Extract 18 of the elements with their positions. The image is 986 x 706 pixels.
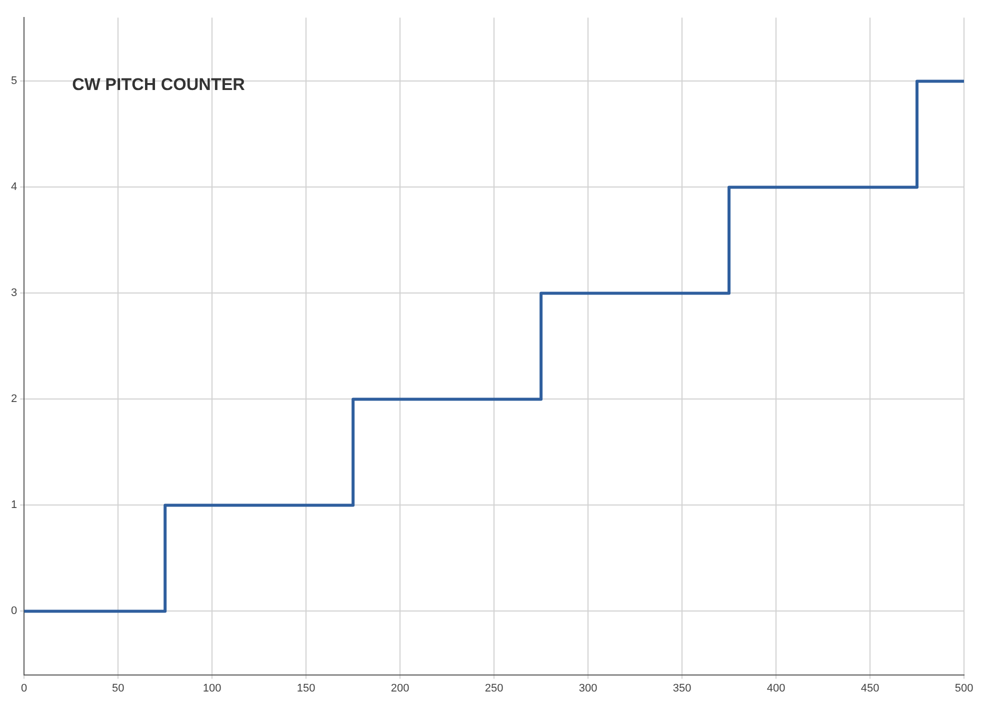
y-tick-label: 1 — [10, 499, 18, 512]
x-tick-label: 100 — [202, 682, 222, 694]
text: CW PITCH COUNTER — [72, 74, 245, 94]
x-tick-label: 500 — [954, 682, 974, 694]
x-tick-label: 0 — [21, 682, 28, 694]
y-tick-label: 4 — [10, 181, 18, 194]
y-tick-label: 5 — [10, 75, 18, 88]
x-tick-label: 450 — [860, 682, 880, 694]
x-tick-label: 400 — [766, 682, 786, 694]
x-tick-label: 350 — [672, 682, 692, 694]
x-tick-label: 250 — [484, 682, 504, 694]
y-tick-label: 2 — [10, 393, 18, 406]
x-tick-label: 200 — [390, 682, 410, 694]
y-tick-label: 3 — [10, 287, 18, 300]
x-tick-label: 50 — [112, 682, 124, 694]
y-tick-label: 0 — [10, 605, 18, 618]
x-tick-label: 300 — [578, 682, 598, 694]
x-tick-label: 150 — [296, 682, 316, 694]
